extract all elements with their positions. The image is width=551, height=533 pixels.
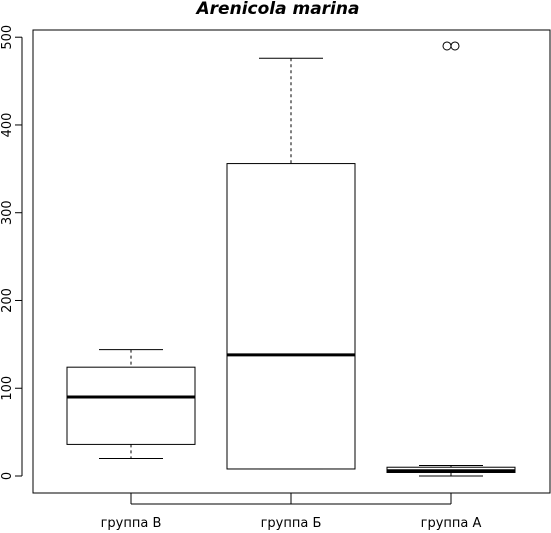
y-tick-label-0: 0 (0, 472, 15, 480)
box-iqr (226, 163, 356, 470)
box-0 (66, 349, 196, 459)
box-2 (386, 41, 516, 477)
y-tick-label-300: 300 (0, 200, 15, 225)
y-tick-label-400: 400 (0, 113, 15, 138)
x-category-label: группа Б (261, 516, 322, 531)
box-series (66, 41, 516, 477)
y-axis: 0 100 200 300 400 500 (0, 25, 23, 480)
y-tick-label-100: 100 (0, 376, 15, 401)
box-iqr (66, 366, 196, 445)
box-1 (226, 57, 356, 470)
y-tick-label-500: 500 (0, 25, 15, 50)
x-category-label: группа А (421, 516, 482, 531)
chart-title: Arenicola marina (195, 0, 360, 19)
x-axis: группа В группа Б группа А (101, 493, 482, 531)
outlier-point (450, 41, 460, 51)
outlier-point (442, 41, 452, 51)
y-tick-label-200: 200 (0, 288, 15, 313)
x-category-label: группа В (101, 516, 162, 531)
